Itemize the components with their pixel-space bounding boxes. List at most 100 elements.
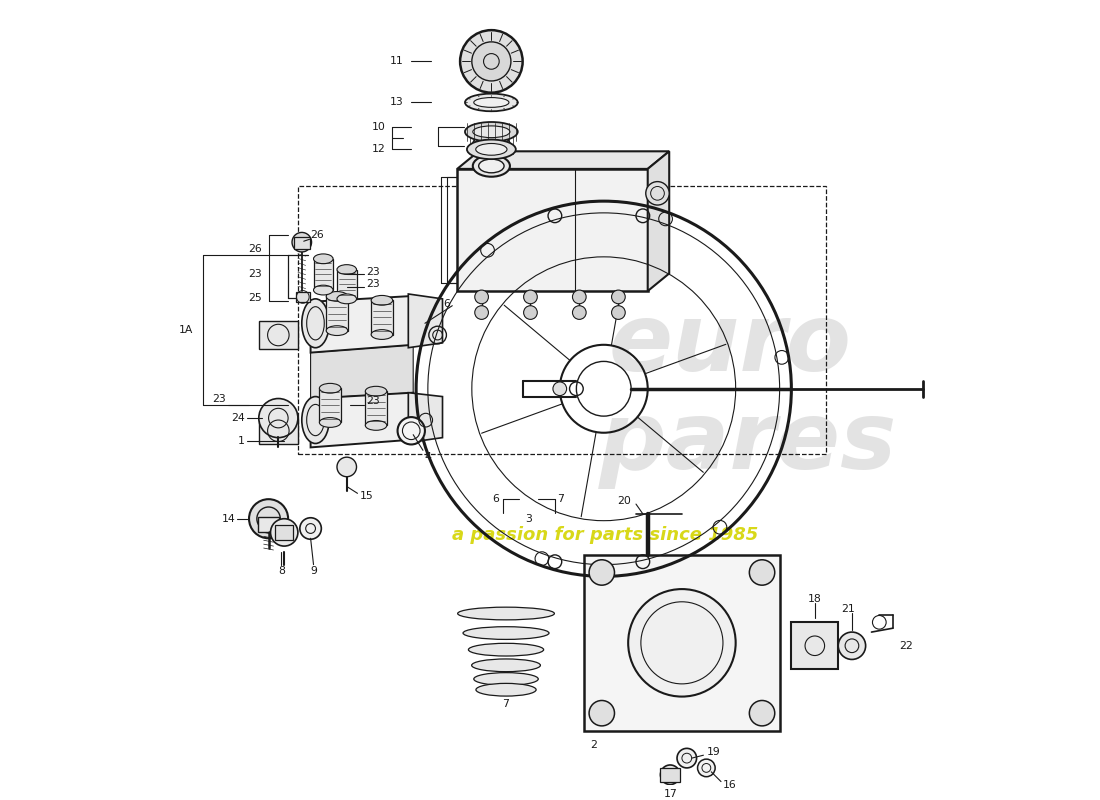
Circle shape (472, 42, 510, 81)
Polygon shape (408, 294, 442, 348)
Ellipse shape (301, 299, 329, 348)
Text: 4: 4 (425, 452, 432, 462)
Ellipse shape (465, 122, 518, 142)
Text: 23: 23 (366, 397, 379, 406)
Bar (258, 322, 298, 349)
Ellipse shape (474, 673, 538, 686)
Circle shape (749, 701, 774, 726)
Ellipse shape (327, 326, 348, 335)
Circle shape (749, 560, 774, 585)
Text: 12: 12 (372, 144, 386, 154)
Circle shape (292, 233, 311, 252)
Circle shape (838, 632, 866, 659)
Bar (258, 417, 298, 445)
Text: 6: 6 (443, 298, 450, 309)
Circle shape (612, 290, 625, 304)
Text: 22: 22 (899, 641, 913, 650)
Text: 23: 23 (366, 266, 379, 277)
Bar (319, 388, 341, 422)
Text: 1: 1 (239, 435, 245, 446)
Ellipse shape (319, 383, 341, 393)
Text: 9: 9 (310, 566, 317, 577)
Text: 23: 23 (212, 394, 226, 403)
Text: a passion for parts since 1985: a passion for parts since 1985 (452, 526, 759, 544)
Ellipse shape (337, 265, 356, 274)
Circle shape (590, 701, 615, 726)
Ellipse shape (469, 643, 543, 656)
Ellipse shape (371, 330, 393, 339)
Circle shape (524, 290, 537, 304)
Ellipse shape (476, 683, 536, 696)
Circle shape (271, 518, 298, 546)
Bar (327, 297, 348, 330)
Bar (294, 238, 309, 249)
Ellipse shape (314, 254, 333, 264)
Text: 20: 20 (617, 496, 631, 506)
Ellipse shape (314, 285, 333, 295)
Polygon shape (458, 151, 669, 169)
Text: 16: 16 (723, 779, 737, 790)
Ellipse shape (465, 94, 518, 111)
Ellipse shape (365, 421, 387, 430)
Bar (458, 169, 648, 291)
Polygon shape (310, 345, 414, 398)
Ellipse shape (300, 518, 321, 539)
Ellipse shape (301, 397, 329, 443)
Text: 7: 7 (557, 494, 563, 504)
Bar (371, 300, 393, 334)
Circle shape (572, 290, 586, 304)
Text: 14: 14 (221, 514, 235, 524)
Ellipse shape (473, 126, 510, 138)
Polygon shape (648, 151, 669, 291)
Ellipse shape (660, 765, 680, 785)
Text: 18: 18 (807, 594, 822, 604)
Ellipse shape (473, 155, 510, 177)
Ellipse shape (676, 748, 696, 768)
Text: 19: 19 (706, 747, 721, 758)
Polygon shape (310, 393, 414, 447)
Text: 23: 23 (248, 270, 262, 279)
Text: 17: 17 (663, 790, 678, 799)
Text: 2: 2 (591, 741, 597, 750)
Polygon shape (310, 296, 414, 353)
Ellipse shape (319, 418, 341, 427)
Ellipse shape (463, 626, 549, 639)
Bar (298, 186, 826, 454)
Ellipse shape (397, 417, 425, 445)
Circle shape (553, 382, 566, 396)
Bar (791, 622, 838, 670)
Text: 3: 3 (525, 514, 532, 524)
Bar (365, 391, 387, 426)
Circle shape (646, 182, 669, 205)
Text: 13: 13 (389, 98, 404, 107)
Circle shape (612, 306, 625, 319)
Text: 23: 23 (366, 279, 379, 290)
Ellipse shape (307, 306, 324, 340)
Text: 1A: 1A (179, 325, 194, 335)
Circle shape (475, 306, 488, 319)
Text: 6: 6 (493, 494, 499, 504)
Ellipse shape (365, 386, 387, 396)
Circle shape (572, 306, 586, 319)
Circle shape (249, 499, 288, 538)
Circle shape (258, 398, 298, 438)
Ellipse shape (371, 295, 393, 306)
Bar (275, 525, 293, 540)
Text: 8: 8 (278, 566, 285, 577)
Ellipse shape (474, 98, 509, 107)
Circle shape (628, 589, 736, 697)
Text: 21: 21 (842, 604, 855, 614)
Ellipse shape (337, 294, 356, 304)
Bar (257, 517, 279, 533)
Polygon shape (408, 393, 442, 442)
Ellipse shape (307, 404, 324, 436)
Circle shape (524, 306, 537, 319)
Text: 26: 26 (248, 244, 262, 254)
Bar (314, 258, 333, 290)
Ellipse shape (458, 607, 554, 620)
Bar (296, 292, 309, 302)
Bar (584, 555, 780, 730)
Bar (337, 270, 356, 299)
Circle shape (590, 560, 615, 585)
Text: 10: 10 (372, 122, 386, 132)
